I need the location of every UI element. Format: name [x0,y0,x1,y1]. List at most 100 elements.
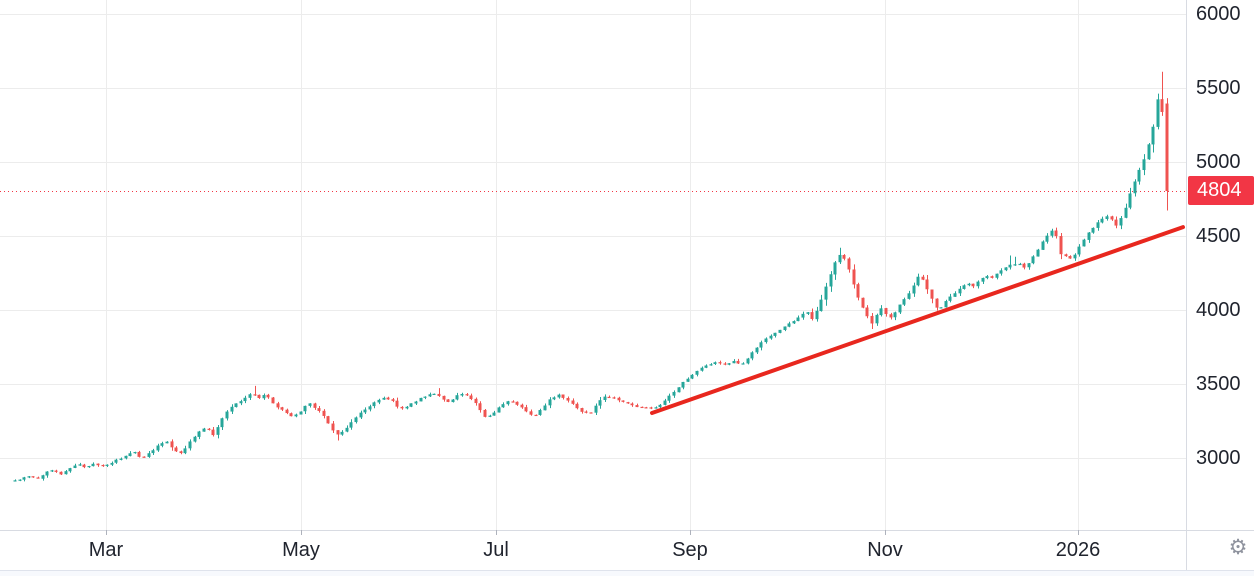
candle-body [557,394,561,398]
candle-body [935,298,939,308]
candle-body [958,288,962,294]
trendline[interactable] [650,225,1185,416]
candle-body [179,451,183,454]
candle-body [1087,232,1091,240]
price-axis[interactable]: 6000 5500 5000 4500 4000 3500 3000 [1187,0,1254,530]
candle-body [736,360,740,364]
candle-body [520,404,524,408]
candle-body [746,358,750,364]
candle-body [819,299,823,312]
candle-body [962,285,966,289]
candle-body [769,335,773,339]
candle-body [225,411,229,419]
price-tick-label: 3000 [1196,447,1241,469]
candle-body [939,307,943,309]
candle-body [322,410,326,416]
candle-body [566,397,570,401]
candle-body [400,406,404,409]
candle-body [96,463,100,466]
candle-body [709,364,713,366]
candle-body [700,367,704,371]
candle-body [925,279,929,290]
candle-body [1091,227,1095,233]
candle-body [340,431,344,435]
candle-body [815,310,819,320]
candle-body [1054,230,1058,237]
settings-gear-icon[interactable]: ⚙ [1228,536,1248,559]
candle-body [1031,256,1035,264]
candle-body [1156,99,1160,127]
price-tick-label: 4500 [1196,225,1241,247]
candle-body [446,399,450,402]
candle-body [59,471,63,475]
candle-body [865,307,869,317]
candle-body [45,471,49,476]
candle-body [497,407,501,413]
candle-body [41,475,45,479]
candle-body [313,403,317,408]
price-tick-label: 4000 [1196,299,1241,321]
candle-body [875,314,879,324]
candle-body [1105,216,1109,220]
candle-body [948,296,952,301]
candle-body [1128,193,1132,208]
candle-body [382,397,386,400]
candle-body [879,308,883,316]
candle-body [156,445,160,451]
candle-body [893,312,897,318]
candle-body [529,411,533,415]
candle-body [654,407,658,409]
candle-body [230,406,234,412]
candle-body [985,276,989,279]
candle-body [506,401,510,405]
candle-body [584,411,588,413]
candle-body [478,403,482,411]
candle-body [207,428,211,430]
candle-body [317,408,321,411]
candle-body [488,415,492,417]
candle-body [856,284,860,298]
price-tick-label: 3500 [1196,373,1241,395]
candle-body [1147,144,1151,160]
time-axis[interactable]: Mar May Jul Sep Nov 2026 [0,531,1186,570]
candle-body [474,398,478,404]
candle-body [36,477,40,479]
candle-body [511,401,515,403]
candle-body [423,396,427,398]
candle-body [368,406,372,410]
candle-body [54,470,58,472]
candle-body [359,412,363,418]
candle-body [884,308,888,315]
candle-body [363,409,367,413]
candle-body [1045,235,1049,242]
candle-body [617,397,621,401]
candle-body [829,274,833,287]
candle-body [1133,181,1137,194]
time-tick-label: Mar [88,539,124,561]
candle-body [663,400,667,405]
candle-body [331,423,335,431]
candle-body [160,443,164,446]
candle-body [372,402,376,407]
candle-body [1100,218,1104,223]
candle-body [644,407,648,409]
candle-body [534,414,538,417]
candle-body [1036,249,1040,257]
candle-body [1110,216,1114,220]
candle-body [253,394,257,396]
candle-body [483,409,487,417]
candle-body [377,399,381,403]
candle-body [990,276,994,278]
candle-body [128,453,132,457]
candle-body [1142,159,1146,171]
candle-body [732,361,736,364]
candle-body [299,411,303,415]
candle-body [598,400,602,406]
candle-body [428,394,432,397]
candle-body [266,394,270,398]
candle-body [326,416,330,424]
candle-body [119,458,123,460]
candle-body [612,397,616,399]
candle-body [1064,254,1068,257]
